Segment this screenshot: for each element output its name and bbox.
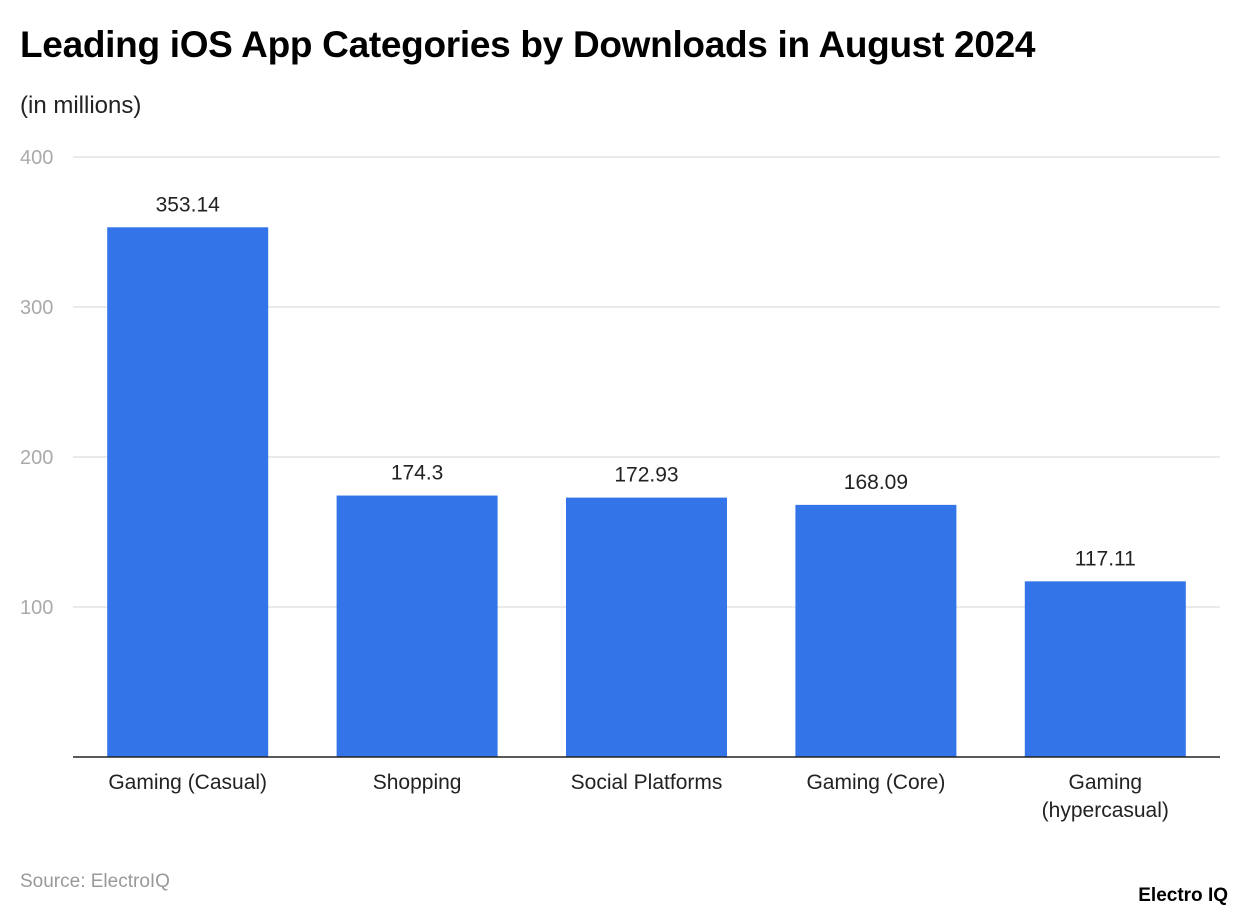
bar	[107, 227, 269, 758]
data-label: 172.93	[614, 464, 678, 487]
x-tick-label: Gaming	[1069, 771, 1143, 794]
bar	[795, 504, 957, 757]
x-tick-label: Social Platforms	[571, 771, 723, 794]
bar	[1024, 581, 1186, 757]
chart-title: Leading iOS App Categories by Downloads …	[20, 24, 1036, 65]
data-label: 117.11	[1075, 547, 1136, 570]
x-tick-label: Gaming (Casual)	[108, 771, 267, 794]
y-tick-label: 400	[20, 147, 53, 169]
bar	[566, 497, 727, 757]
data-label: 174.3	[391, 462, 444, 485]
chart-subtitle: (in millions)	[20, 92, 142, 119]
x-tick-label: Gaming (Core)	[806, 771, 945, 794]
data-label: 168.09	[844, 471, 908, 494]
x-tick-label: Shopping	[373, 771, 462, 794]
y-tick-label: 200	[20, 447, 53, 469]
y-tick-label: 100	[20, 597, 53, 619]
source-note: Source: ElectroIQ	[20, 871, 170, 892]
data-label: 353.14	[156, 193, 221, 216]
y-tick-label: 300	[20, 297, 53, 319]
bar-chart: 100 200 300 400 353.14 Gaming (Casual) 174.3 Sh…	[20, 147, 1220, 822]
x-tick-label: (hypercasual)	[1042, 799, 1169, 822]
electroiq-logo: Electro IQ	[1138, 885, 1228, 906]
bar	[336, 495, 498, 757]
